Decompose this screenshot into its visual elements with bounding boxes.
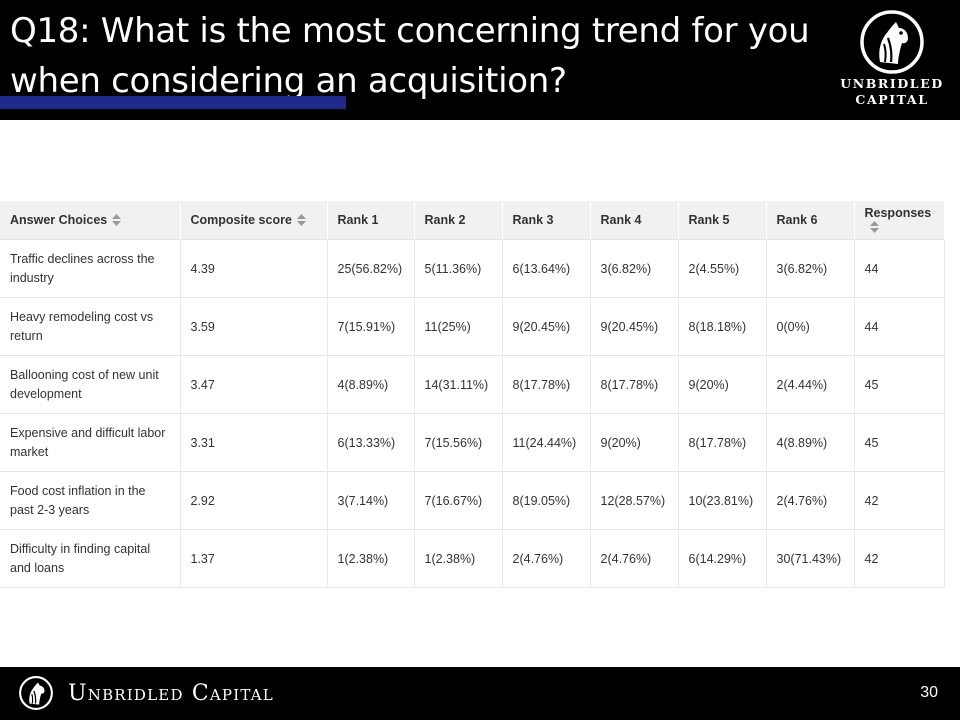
- responses-cell: 45: [854, 413, 945, 472]
- footer-brand-name: Unbridled Capital: [68, 681, 274, 706]
- header-rank-2: Rank 2: [414, 201, 503, 240]
- header-responses[interactable]: Responses: [854, 201, 945, 240]
- responses-cell: 45: [854, 355, 945, 414]
- slide-footer: Unbridled Capital 30: [0, 667, 960, 720]
- rank-1-cell: 1(2.38%): [327, 529, 415, 588]
- table-row: Ballooning cost of new unit development …: [0, 355, 945, 414]
- table-row: Food cost inflation in the past 2-3 year…: [0, 471, 945, 530]
- header-rank-3: Rank 3: [502, 201, 591, 240]
- rank-6-cell: 3(6.82%): [766, 239, 855, 298]
- responses-cell: 44: [854, 297, 945, 356]
- page-number: 30: [920, 684, 938, 701]
- rank-4-cell: 12(28.57%): [590, 471, 679, 530]
- rank-6-cell: 30(71.43%): [766, 529, 855, 588]
- answer-choice-cell: Difficulty in finding capital and loans: [0, 529, 181, 588]
- composite-score-cell: 3.47: [180, 355, 328, 414]
- header-label: Composite score: [190, 213, 292, 227]
- table-row: Traffic declines across the industry 4.3…: [0, 239, 945, 298]
- rank-5-cell: 2(4.55%): [678, 239, 767, 298]
- composite-score-cell: 1.37: [180, 529, 328, 588]
- rank-6-cell: 2(4.76%): [766, 471, 855, 530]
- rank-6-cell: 4(8.89%): [766, 413, 855, 472]
- header-rank-6: Rank 6: [766, 201, 855, 240]
- rank-2-cell: 7(15.56%): [414, 413, 503, 472]
- slide-title: Q18: What is the most concerning trend f…: [10, 11, 810, 101]
- rank-6-cell: 2(4.44%): [766, 355, 855, 414]
- sort-icon[interactable]: [869, 221, 879, 233]
- answer-choice-cell: Heavy remodeling cost vs return: [0, 297, 181, 356]
- answer-choice-cell: Food cost inflation in the past 2-3 year…: [0, 471, 181, 530]
- rank-1-cell: 6(13.33%): [327, 413, 415, 472]
- brand-logo: UNBRIDLED CAPITAL: [836, 6, 948, 114]
- composite-score-cell: 2.92: [180, 471, 328, 530]
- rank-3-cell: 8(19.05%): [502, 471, 591, 530]
- responses-cell: 42: [854, 529, 945, 588]
- composite-score-cell: 4.39: [180, 239, 328, 298]
- title-accent-bar: [0, 96, 346, 109]
- rank-4-cell: 9(20%): [590, 413, 679, 472]
- rank-1-cell: 4(8.89%): [327, 355, 415, 414]
- rank-5-cell: 8(17.78%): [678, 413, 767, 472]
- sort-icon[interactable]: [296, 214, 306, 226]
- composite-score-cell: 3.31: [180, 413, 328, 472]
- header-rank-1: Rank 1: [327, 201, 415, 240]
- results-table: Answer Choices Composite score Rank 1 Ra…: [0, 201, 945, 588]
- rank-2-cell: 11(25%): [414, 297, 503, 356]
- rank-1-cell: 3(7.14%): [327, 471, 415, 530]
- rank-3-cell: 9(20.45%): [502, 297, 591, 356]
- responses-cell: 42: [854, 471, 945, 530]
- logo-text-line1: UNBRIDLED: [840, 76, 944, 91]
- table-header-row: Answer Choices Composite score Rank 1 Ra…: [0, 201, 945, 240]
- logo-text-line2: CAPITAL: [855, 92, 929, 107]
- composite-score-cell: 3.59: [180, 297, 328, 356]
- table-row: Expensive and difficult labor market 3.3…: [0, 413, 945, 472]
- rank-1-cell: 7(15.91%): [327, 297, 415, 356]
- rank-4-cell: 9(20.45%): [590, 297, 679, 356]
- rank-3-cell: 8(17.78%): [502, 355, 591, 414]
- answer-choice-cell: Expensive and difficult labor market: [0, 413, 181, 472]
- answer-choice-cell: Ballooning cost of new unit development: [0, 355, 181, 414]
- horse-head-icon: [860, 10, 924, 74]
- rank-2-cell: 5(11.36%): [414, 239, 503, 298]
- rank-3-cell: 11(24.44%): [502, 413, 591, 472]
- rank-2-cell: 14(31.11%): [414, 355, 503, 414]
- rank-3-cell: 6(13.64%): [502, 239, 591, 298]
- header-label: Answer Choices: [10, 213, 108, 227]
- rank-6-cell: 0(0%): [766, 297, 855, 356]
- rank-5-cell: 10(23.81%): [678, 471, 767, 530]
- answer-choice-cell: Traffic declines across the industry: [0, 239, 181, 298]
- rank-5-cell: 6(14.29%): [678, 529, 767, 588]
- header-rank-5: Rank 5: [678, 201, 767, 240]
- logo-wordmark: UNBRIDLED CAPITAL: [836, 76, 948, 108]
- responses-cell: 44: [854, 239, 945, 298]
- rank-2-cell: 1(2.38%): [414, 529, 503, 588]
- rank-4-cell: 3(6.82%): [590, 239, 679, 298]
- rank-5-cell: 8(18.18%): [678, 297, 767, 356]
- rank-3-cell: 2(4.76%): [502, 529, 591, 588]
- slide-header: Q18: What is the most concerning trend f…: [0, 0, 960, 120]
- sort-icon[interactable]: [112, 214, 122, 226]
- rank-5-cell: 9(20%): [678, 355, 767, 414]
- horse-head-icon: [19, 676, 53, 710]
- header-composite-score[interactable]: Composite score: [180, 201, 328, 240]
- rank-1-cell: 25(56.82%): [327, 239, 415, 298]
- table-row: Difficulty in finding capital and loans …: [0, 529, 945, 588]
- results-table-container: Answer Choices Composite score Rank 1 Ra…: [0, 201, 945, 588]
- rank-4-cell: 8(17.78%): [590, 355, 679, 414]
- header-label: Responses: [864, 206, 932, 220]
- rank-2-cell: 7(16.67%): [414, 471, 503, 530]
- header-answer-choices[interactable]: Answer Choices: [0, 201, 181, 240]
- rank-4-cell: 2(4.76%): [590, 529, 679, 588]
- table-row: Heavy remodeling cost vs return 3.59 7(1…: [0, 297, 945, 356]
- header-rank-4: Rank 4: [590, 201, 679, 240]
